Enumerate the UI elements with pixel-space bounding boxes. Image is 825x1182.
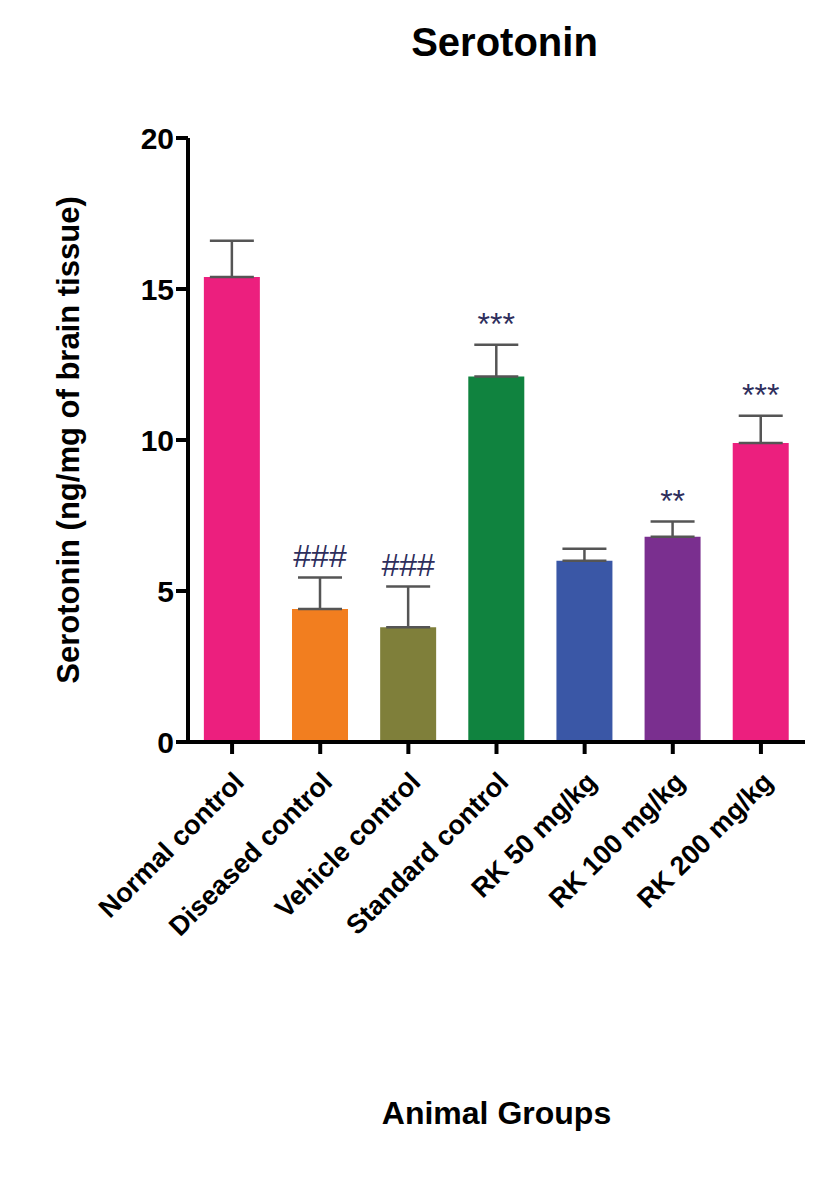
svg-text:Standard control: Standard control [340,767,514,941]
svg-text:Diseased control: Diseased control [163,767,338,942]
svg-text:0: 0 [157,726,174,759]
svg-text:***: *** [478,306,515,342]
svg-text:15: 15 [141,273,174,306]
svg-text:Animal Groups: Animal Groups [382,1095,611,1131]
svg-text:###: ### [381,547,435,583]
svg-text:10: 10 [141,424,174,457]
svg-text:RK 50 mg/kg: RK 50 mg/kg [465,766,603,904]
svg-text:RK 100 mg/kg: RK 100 mg/kg [543,766,691,915]
svg-text:**: ** [660,483,685,519]
svg-text:RK 200 mg/kg: RK 200 mg/kg [631,767,778,914]
svg-text:Vehicle control: Vehicle control [269,767,426,924]
svg-text:5: 5 [157,575,174,608]
svg-text:###: ### [293,538,347,574]
svg-text:***: *** [742,377,779,413]
svg-text:Serotonin (ng/mg of brain tiss: Serotonin (ng/mg of brain tissue) [51,196,86,683]
html-text:Serotonin: Serotonin [411,20,598,64]
svg-text:Normal control: Normal control [93,767,250,924]
svg-text:20: 20 [141,122,174,155]
